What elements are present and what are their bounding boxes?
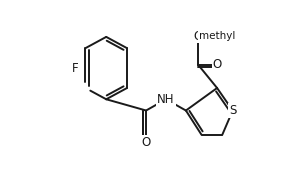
Text: O: O xyxy=(193,30,203,43)
Text: methyl: methyl xyxy=(199,31,235,41)
Text: O: O xyxy=(212,58,222,71)
Text: S: S xyxy=(229,104,236,117)
Text: O: O xyxy=(141,136,151,149)
Text: F: F xyxy=(71,62,78,75)
Text: NH: NH xyxy=(157,93,175,106)
